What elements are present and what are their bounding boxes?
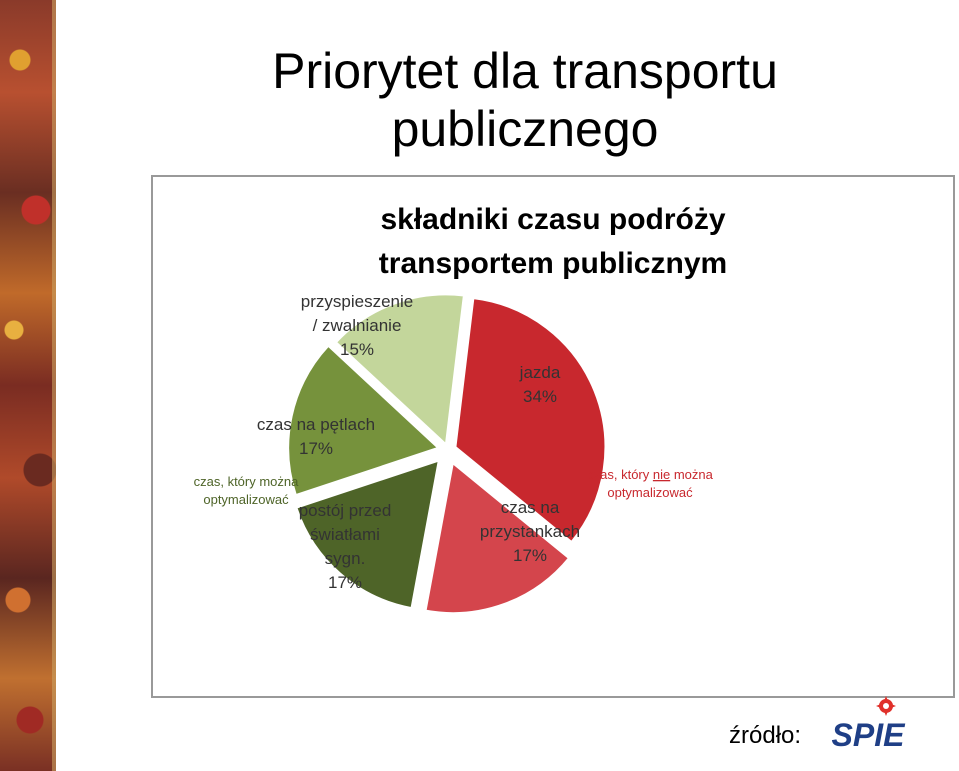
pie-slice-2 bbox=[295, 459, 441, 610]
slice-label-0-line-0: jazda bbox=[519, 363, 561, 382]
page-title: Priorytet dla transportu publicznego bbox=[150, 42, 900, 158]
decorative-sidebar bbox=[0, 0, 56, 771]
slice-label-0-line-1: 34% bbox=[523, 387, 557, 406]
logo-mark-icon bbox=[876, 696, 896, 716]
slice-label-4: przyspieszenie / zwalnianie 15% bbox=[301, 292, 413, 359]
chart-title: składniki czasu podróży transportem publ… bbox=[151, 198, 955, 286]
slice-label-2: postój przed światłami sygn. 17% bbox=[299, 501, 392, 592]
spie-logo: SPIE bbox=[832, 696, 907, 753]
slice-label-4-line-0: przyspieszenie bbox=[301, 292, 413, 311]
slice-label-2-line-3: 17% bbox=[328, 573, 362, 592]
slice-label-3-line-0: czas na pętlach bbox=[257, 415, 375, 434]
slice-label-3: czas na pętlach 17% bbox=[257, 415, 375, 458]
slice-label-1-line-0: czas na bbox=[501, 498, 560, 517]
page-title-line1: Priorytet dla transportu bbox=[272, 42, 778, 99]
group-label-right-line-1: optymalizować bbox=[607, 485, 693, 500]
logo-text: SPIE bbox=[832, 717, 907, 753]
slice-label-3-line-1: 17% bbox=[299, 439, 333, 458]
source-label: źródło: bbox=[729, 722, 802, 749]
pie-slice-0 bbox=[454, 296, 607, 544]
pie-slice-4 bbox=[334, 293, 466, 447]
slice-label-1-line-2: 17% bbox=[513, 546, 547, 565]
group-label-right-line-0: czas, który nie można bbox=[587, 467, 714, 482]
group-label-left-line-1: optymalizować bbox=[203, 492, 289, 507]
slice-label-1-line-1: przystankach bbox=[480, 522, 580, 541]
slice-label-4-line-1: / zwalnianie bbox=[313, 316, 402, 335]
group-label-left-line-0: czas, który można bbox=[194, 474, 300, 489]
chart-title-line1: składniki czasu podróży bbox=[380, 203, 726, 236]
page-title-line2: publicznego bbox=[391, 100, 659, 157]
slice-label-4-line-2: 15% bbox=[340, 340, 374, 359]
slice-label-2-line-2: sygn. bbox=[325, 549, 366, 568]
slice-label-0: jazda 34% bbox=[519, 363, 561, 406]
slice-label-2-line-0: postój przed bbox=[299, 501, 392, 520]
slice-label-2-line-1: światłami bbox=[310, 525, 380, 544]
pie-slice-1 bbox=[424, 461, 571, 615]
chart-title-line2: transportem publicznym bbox=[378, 247, 728, 280]
slice-label-1: czas na przystankach 17% bbox=[480, 498, 580, 565]
pie-slice-3 bbox=[287, 344, 441, 497]
